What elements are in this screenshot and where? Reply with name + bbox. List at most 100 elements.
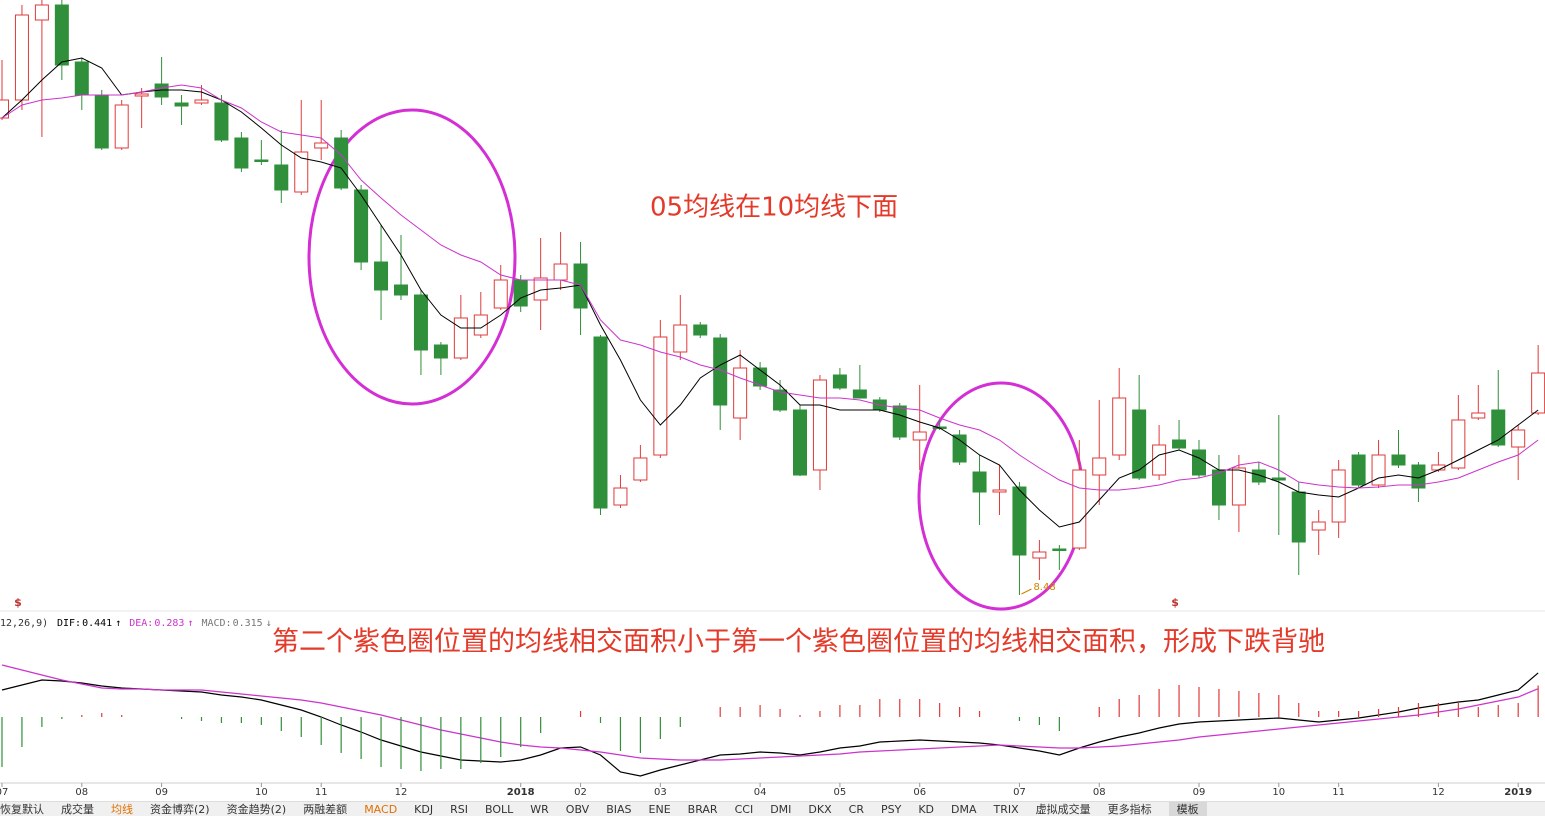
candle-body: [1231, 467, 1246, 506]
candle-body: [354, 189, 369, 263]
candle-body: [653, 336, 668, 456]
candle-body: [533, 277, 548, 301]
indicator-tab[interactable]: 均线: [111, 803, 133, 816]
x-tick-label: 10: [255, 787, 268, 798]
indicator-tab[interactable]: CCI: [734, 803, 754, 816]
indicator-tab[interactable]: DMI: [770, 803, 792, 816]
candle-body: [1112, 397, 1127, 456]
readout-value: 0.315: [233, 618, 263, 629]
candle-body: [433, 344, 448, 359]
indicator-tab[interactable]: 资金趋势(2): [226, 803, 287, 816]
candle-body: [1391, 454, 1406, 466]
candle-body: [1132, 409, 1147, 479]
indicator-tab[interactable]: BRAR: [687, 803, 718, 816]
indicator-tab[interactable]: ENE: [648, 803, 671, 816]
candle-body: [1491, 409, 1506, 446]
highlight-circle: [917, 381, 1085, 611]
indicator-tab[interactable]: DMA: [951, 803, 977, 816]
candle-body: [1251, 469, 1266, 483]
candle-body: [254, 159, 269, 162]
indicator-tab[interactable]: 模板: [1168, 802, 1207, 816]
x-tick-label: 2019: [1504, 787, 1532, 798]
indicator-tab[interactable]: KDJ: [414, 803, 434, 816]
x-tick-label: 2018: [507, 787, 535, 798]
candle-body: [793, 409, 807, 476]
candle-body: [593, 336, 608, 509]
x-tick-label: 08: [1093, 787, 1106, 798]
x-tick-label: 11: [315, 787, 328, 798]
x-tick-label: 09: [1193, 787, 1206, 798]
candle-body: [374, 261, 389, 291]
candle-body: [1052, 548, 1067, 551]
macd-params: 12,26,9): [0, 618, 48, 629]
x-tick-label: 05: [834, 787, 847, 798]
candle-body: [1511, 429, 1526, 448]
candle-body: [673, 324, 688, 353]
signal-marker: $: [14, 596, 22, 609]
readout-label: DEA:: [129, 618, 153, 629]
indicator-tab[interactable]: 虚拟成交量: [1035, 803, 1091, 816]
candle-body: [1331, 469, 1346, 523]
indicator-tabs: 恢复默认 成交量 均线 资金博弈(2) 资金趋势(2) 两融差额 MACD KDJ RSI BOL…: [0, 801, 1545, 816]
indicator-tab[interactable]: 两融差额: [303, 803, 348, 816]
candle-body: [713, 337, 728, 406]
x-tick-label: 06: [913, 787, 926, 798]
x-tick-label: 08: [75, 787, 88, 798]
indicator-tab[interactable]: KD: [918, 803, 934, 816]
low-price-label: 8.48: [1033, 582, 1055, 593]
candle-body: [972, 471, 987, 493]
candle-body: [94, 94, 109, 149]
indicator-tab[interactable]: 成交量: [61, 803, 94, 816]
candle-body: [693, 324, 708, 336]
x-tick-label: 10: [1272, 787, 1285, 798]
indicator-tab[interactable]: BIAS: [606, 803, 632, 816]
candle-body: [134, 93, 149, 97]
indicator-tab[interactable]: WR: [530, 803, 549, 816]
readout-value: 0.441: [82, 618, 112, 629]
readout-label: MACD:: [201, 618, 231, 629]
annotation: 第二个紫色圈位置的均线相交面积小于第一个紫色圈位置的均线相交面积，形成下跌背驰: [272, 627, 1325, 658]
candle-body: [773, 389, 788, 411]
x-tick-label: 02: [574, 787, 587, 798]
indicator-tab[interactable]: DKX: [808, 803, 832, 816]
candle-body: [334, 137, 349, 189]
macd-line: [1, 672, 1539, 777]
candle-body: [34, 4, 49, 21]
indicator-tab[interactable]: BOLL: [484, 803, 514, 816]
candle-body: [1411, 464, 1426, 489]
candle-body: [1451, 419, 1466, 469]
candle-body: [553, 263, 568, 281]
indicator-tab[interactable]: 更多指标: [1107, 803, 1152, 816]
candle-body: [413, 294, 428, 351]
candle-body: [613, 487, 628, 506]
candle-body: [1351, 454, 1366, 486]
indicator-tab[interactable]: CR: [848, 803, 864, 816]
x-tick-label: 07: [1013, 787, 1026, 798]
indicator-tab[interactable]: PSY: [880, 803, 902, 816]
candle-body: [952, 434, 967, 463]
candle-body: [1211, 469, 1226, 506]
candle-body: [1471, 412, 1486, 419]
candle-body: [1072, 469, 1087, 549]
candle-body: [473, 314, 488, 336]
moving-average-line: [1, 57, 1539, 528]
indicator-tab[interactable]: OBV: [565, 803, 590, 816]
indicator-tab[interactable]: TRIX: [993, 803, 1019, 816]
indicator-tab[interactable]: RSI: [450, 803, 468, 816]
candle-body: [1311, 521, 1326, 531]
indicator-tab[interactable]: 资金博弈(2): [150, 803, 210, 816]
indicator-tab[interactable]: MACD: [364, 803, 398, 816]
x-tick-label: 09: [155, 787, 168, 798]
moving-average-line: [1, 84, 1539, 491]
x-tick-label: 12: [395, 787, 408, 798]
candle-body: [14, 14, 29, 101]
candle-body: [453, 317, 468, 359]
candle-body: [832, 374, 847, 389]
x-tick-label: 12: [1432, 787, 1445, 798]
indicator-tab[interactable]: 恢复默认: [0, 803, 44, 816]
candle-body: [633, 457, 648, 481]
candle-body: [852, 389, 867, 399]
candle-body: [1012, 486, 1027, 556]
